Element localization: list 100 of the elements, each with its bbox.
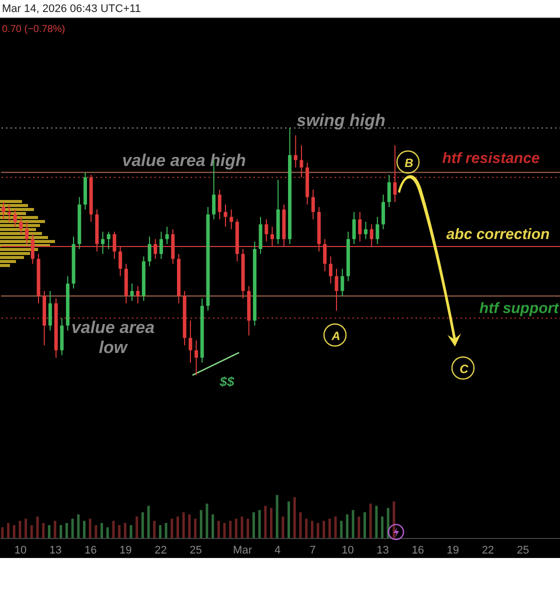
annotation: A xyxy=(330,329,340,343)
bar xyxy=(322,520,326,538)
bar xyxy=(60,525,62,538)
candlestick xyxy=(106,231,110,250)
annotation: htf support xyxy=(479,300,560,317)
x-tick-label: 22 xyxy=(154,544,167,556)
candlestick xyxy=(165,226,169,245)
x-tick-label: Mar xyxy=(233,544,252,556)
candlestick xyxy=(393,144,397,203)
bar xyxy=(153,520,156,538)
bar xyxy=(293,497,296,538)
bar xyxy=(375,506,378,538)
candlestick xyxy=(188,320,192,364)
bar xyxy=(7,522,10,538)
bar xyxy=(100,522,104,538)
candlestick xyxy=(25,221,29,245)
bar xyxy=(136,516,138,538)
candlestick xyxy=(358,211,362,242)
bar xyxy=(246,518,250,538)
x-tick-label: 16 xyxy=(84,544,97,556)
candlestick xyxy=(264,218,268,242)
bar xyxy=(141,512,144,538)
bar xyxy=(217,520,220,538)
annotation: swing high xyxy=(296,111,386,130)
bar xyxy=(200,510,202,538)
candlestick xyxy=(300,144,304,178)
candlestick xyxy=(294,134,298,168)
candlestick xyxy=(340,268,344,296)
bar xyxy=(206,504,208,538)
bar xyxy=(106,527,109,538)
bar xyxy=(54,520,56,538)
x-tick-label: 22 xyxy=(482,544,494,556)
candlestick xyxy=(194,340,198,376)
x-tick-label: 10 xyxy=(342,544,354,556)
x-tick-label: 10 xyxy=(14,544,27,556)
bar xyxy=(369,504,372,538)
bar xyxy=(316,522,320,538)
bar xyxy=(124,522,126,538)
bar xyxy=(334,516,337,538)
bar xyxy=(212,514,214,538)
candlestick xyxy=(224,204,228,228)
candlestick xyxy=(230,208,234,230)
candlestick xyxy=(148,236,152,267)
bar xyxy=(112,520,115,538)
bar xyxy=(270,508,272,538)
chart-title: Mar 14, 2026 06:43 UTC+11 xyxy=(0,0,560,18)
annotation: $$ xyxy=(218,374,235,389)
bar xyxy=(346,514,348,538)
bar xyxy=(234,518,238,538)
bar xyxy=(252,512,255,538)
bar xyxy=(65,522,68,538)
x-tick-label: 4 xyxy=(274,544,281,556)
bar xyxy=(305,518,308,538)
candlestick xyxy=(8,204,12,222)
bar xyxy=(310,520,314,538)
bar xyxy=(328,518,331,538)
x-tick-label: 7 xyxy=(310,544,316,556)
bar xyxy=(340,520,343,538)
bar xyxy=(42,522,45,538)
annotation: value area low xyxy=(71,318,155,357)
x-tick-label: 19 xyxy=(120,544,132,556)
bar xyxy=(147,506,150,538)
bar xyxy=(282,516,284,538)
candlestick xyxy=(13,208,17,228)
bar xyxy=(30,525,33,538)
bar xyxy=(158,525,162,538)
bar xyxy=(276,495,278,538)
bar xyxy=(288,501,290,538)
bar xyxy=(71,518,74,538)
annotation: abc correction xyxy=(446,226,550,243)
bar xyxy=(94,525,98,538)
candlestick xyxy=(136,286,140,304)
candlestick xyxy=(159,231,163,260)
bar xyxy=(18,520,22,538)
x-tick-label: 13 xyxy=(49,544,62,556)
x-tick-label: 13 xyxy=(376,544,389,556)
bar xyxy=(48,525,50,538)
candlestick xyxy=(130,283,134,302)
candlestick xyxy=(352,211,356,245)
x-tick-label: 25 xyxy=(190,544,202,556)
bar xyxy=(188,514,191,538)
bar xyxy=(358,516,360,538)
bar xyxy=(229,520,232,538)
bar xyxy=(130,525,132,538)
bar xyxy=(164,522,168,538)
annotation: htf resistance xyxy=(442,150,540,167)
candlestick xyxy=(387,174,391,208)
candlestick xyxy=(48,290,52,332)
annotation: value area high xyxy=(122,151,246,170)
bar xyxy=(170,518,174,538)
bar xyxy=(77,514,80,538)
text: 0.70 (−0.78%) xyxy=(2,24,66,35)
x-tick-label: 25 xyxy=(516,544,530,556)
candlestick xyxy=(218,189,222,220)
bar xyxy=(299,512,302,538)
bar xyxy=(352,510,354,538)
bar xyxy=(264,506,267,538)
candlestick xyxy=(19,216,23,235)
bar xyxy=(381,516,384,538)
bar xyxy=(88,518,92,538)
